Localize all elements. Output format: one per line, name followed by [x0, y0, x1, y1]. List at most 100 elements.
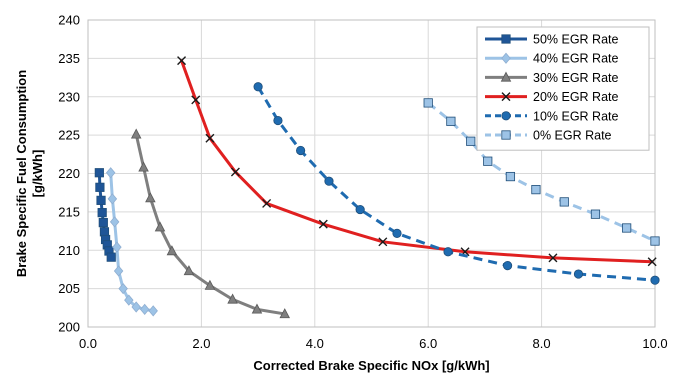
- legend-label: 30% EGR Rate: [533, 71, 619, 85]
- x-axis-title: Corrected Brake Specific NOx [g/kWh]: [253, 358, 489, 373]
- legend-label: 0% EGR Rate: [533, 129, 612, 143]
- legend-label: 10% EGR Rate: [533, 109, 619, 123]
- data-point: [230, 167, 240, 177]
- data-point: [95, 182, 105, 192]
- series-30-egr-rate: [130, 128, 291, 319]
- y-axis-unit: [g/kWh]: [30, 150, 45, 198]
- data-point: [548, 253, 558, 263]
- data-point: [118, 283, 128, 295]
- data-point: [177, 56, 187, 66]
- legend-marker: [501, 34, 511, 44]
- data-point: [113, 265, 124, 277]
- legend-item: 10% EGR Rate: [485, 109, 619, 123]
- data-point: [622, 223, 632, 233]
- x-tick-label: 8.0: [533, 336, 551, 351]
- legend-label: 50% EGR Rate: [533, 33, 619, 47]
- data-point: [279, 308, 291, 319]
- marker-stroke: [501, 92, 511, 102]
- data-point: [131, 301, 141, 313]
- series-line: [134, 132, 287, 316]
- y-tick-label: 240: [58, 13, 80, 28]
- data-point: [138, 161, 149, 172]
- data-point: [262, 198, 272, 208]
- marker-stroke: [177, 56, 187, 66]
- legend-marker: [501, 130, 511, 140]
- x-tick-label: 10.0: [642, 336, 667, 351]
- data-point: [650, 275, 660, 285]
- data-point: [273, 115, 283, 126]
- series-0-egr-rate: [423, 98, 660, 246]
- marker-stroke: [318, 219, 328, 229]
- data-point: [112, 241, 122, 253]
- marker-stroke: [548, 253, 558, 263]
- data-point: [227, 293, 238, 304]
- data-point: [94, 168, 104, 178]
- series-line: [256, 86, 656, 282]
- y-tick-label: 235: [58, 51, 80, 66]
- data-point: [647, 257, 657, 267]
- legend-label: 40% EGR Rate: [533, 52, 619, 66]
- marker-stroke: [191, 95, 201, 105]
- data-point: [324, 176, 334, 186]
- data-point: [148, 305, 158, 317]
- data-point: [183, 265, 195, 276]
- legend-item: 40% EGR Rate: [485, 52, 619, 66]
- data-point: [109, 216, 120, 228]
- data-point: [355, 204, 365, 215]
- data-point: [96, 195, 106, 205]
- data-point: [296, 145, 306, 156]
- series-line: [180, 59, 654, 264]
- data-point: [99, 227, 110, 237]
- marker-stroke: [378, 237, 388, 247]
- data-point: [145, 192, 156, 203]
- marker-stroke: [230, 167, 240, 177]
- marker-stroke: [647, 257, 657, 267]
- data-point: [130, 128, 142, 139]
- series-line: [109, 171, 155, 313]
- data-point: [483, 156, 493, 166]
- plot-area-border: [87, 19, 656, 328]
- y-tick-label: 215: [58, 204, 80, 219]
- data-point: [98, 218, 108, 228]
- legend-marker: [501, 111, 511, 121]
- data-point: [446, 116, 456, 126]
- data-point: [531, 185, 541, 195]
- legend-box: [476, 26, 650, 151]
- legend-marker: [501, 92, 511, 102]
- legend-marker: [500, 71, 512, 82]
- series-20-egr-rate: [177, 56, 657, 267]
- data-point: [191, 95, 201, 105]
- data-point: [253, 82, 263, 92]
- legend-label: 20% EGR Rate: [533, 90, 619, 104]
- data-point: [392, 228, 402, 238]
- series-line: [427, 101, 656, 243]
- data-point: [318, 219, 328, 229]
- data-point: [378, 237, 388, 247]
- data-point: [251, 303, 263, 314]
- y-tick-label: 210: [58, 243, 80, 258]
- legend-item: 20% EGR Rate: [485, 90, 619, 104]
- legend-item: 50% EGR Rate: [485, 33, 619, 47]
- data-point: [559, 197, 569, 207]
- legend-item: 30% EGR Rate: [485, 71, 619, 85]
- data-point: [124, 294, 134, 306]
- data-point: [205, 133, 215, 143]
- data-point: [505, 171, 516, 182]
- data-point: [466, 136, 476, 146]
- y-tick-label: 220: [58, 166, 80, 181]
- x-tick-label: 4.0: [306, 336, 324, 351]
- data-point: [573, 269, 584, 279]
- legend-marker: [501, 52, 511, 64]
- data-point: [97, 208, 107, 218]
- series-50-egr-rate: [94, 168, 116, 262]
- x-tick-label: 6.0: [419, 336, 437, 351]
- legend-item: 0% EGR Rate: [485, 129, 612, 143]
- data-point: [204, 279, 216, 290]
- y-tick-label: 225: [58, 128, 80, 143]
- y-tick-label: 205: [58, 281, 80, 296]
- data-point: [107, 193, 118, 205]
- data-point: [166, 245, 178, 256]
- data-point: [650, 236, 660, 246]
